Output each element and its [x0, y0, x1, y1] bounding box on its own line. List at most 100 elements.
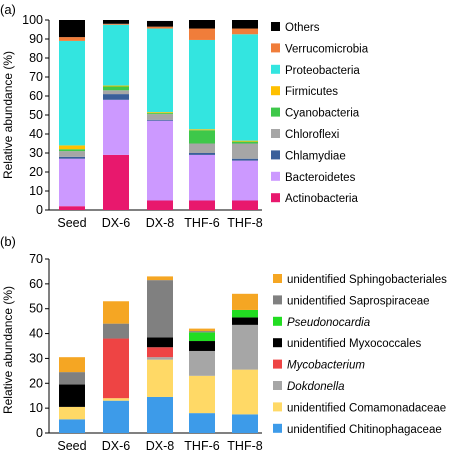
panel-a-category-label: DX-8: [146, 216, 175, 230]
panel-a-bar-segment: [232, 141, 258, 144]
panel-a-legend-label: Chlamydiae: [285, 150, 346, 162]
panel-b-category-label: DX-8: [146, 439, 175, 453]
panel-b-bar-segment: [232, 293, 258, 310]
panel-a-bar-segment: [59, 40, 85, 146]
panel-a-bar-segment: [59, 37, 85, 41]
panel-b-ytick-label: 70: [29, 252, 43, 266]
panel-a-legend-swatch: [271, 43, 280, 53]
panel-a-bar-segment: [59, 149, 85, 152]
panel-b-legend-label: unidentified Chitinophagaceae: [287, 424, 442, 436]
panel-a-ytick-label: 80: [29, 51, 43, 65]
panel-b-category-label: Seed: [57, 439, 86, 453]
panel-a-legend-swatch: [271, 22, 280, 31]
panel-a-bar-segment: [147, 120, 173, 201]
panel-b-bar-segment: [103, 398, 129, 401]
panel-a-legend-label: Cyanobacteria: [285, 108, 360, 120]
panel-a-legend-swatch: [271, 193, 280, 203]
panel-b-bar-segment: [147, 347, 173, 358]
panel-b-category-label: THF-6: [184, 439, 219, 453]
panel-a-legend-label: Others: [285, 22, 320, 34]
panel-a-legend-swatch: [271, 107, 280, 117]
panel-b-bar-segment: [232, 317, 258, 325]
panel-a-bar-segment: [189, 28, 215, 40]
panel-a-ytick-label: 10: [29, 184, 43, 198]
panel-a-bar-segment: [232, 200, 258, 210]
panel-a-bar-segment: [147, 26, 173, 29]
panel-a-bar-segment: [189, 39, 215, 130]
panel-a-ytick-label: 90: [29, 32, 43, 46]
panel-a-bar-segment: [189, 200, 215, 210]
panel-a-bar-segment: [103, 85, 129, 87]
panel-b-bar-segment: [103, 400, 129, 433]
panel-b-bar-segment: [232, 309, 258, 318]
panel-a-legend-label: Chloroflexi: [285, 129, 339, 141]
panel-a-ytick-label: 70: [29, 70, 43, 84]
panel-a-bar-segment: [189, 154, 215, 201]
panel-a-bar-segment: [147, 112, 173, 114]
panel-b-legend-label: unidentified Sphingobacteriales: [287, 274, 447, 286]
panel-a-bar-segment: [189, 130, 215, 144]
panel-b-bar-segment: [189, 413, 215, 433]
panel-b-category-label: DX-6: [102, 439, 131, 453]
panel-b-legend-swatch: [273, 381, 282, 390]
panel-a-bar-segment: [147, 20, 173, 27]
panel-b-bar-segment: [189, 328, 215, 332]
panel-b-bar-segment: [147, 280, 173, 338]
panel-b-bar-segment: [189, 331, 215, 333]
panel-a-bar-segment: [147, 119, 173, 121]
panel-b-legend-swatch: [273, 274, 282, 283]
panel-a-legend-swatch: [271, 171, 280, 181]
panel-a-ytick-label: 60: [29, 89, 43, 103]
panel-a-ytick-label: 50: [29, 108, 43, 122]
panel-a-category-label: DX-6: [102, 216, 131, 230]
panel-a-legend-swatch: [271, 150, 280, 160]
panel-b-bar-segment: [232, 369, 258, 415]
panel-b-ytick-label: 20: [29, 376, 43, 390]
panel-b-bar-segment: [103, 301, 129, 324]
panel-a-bar-segment: [147, 113, 173, 115]
panel-b-bar-segment: [189, 375, 215, 414]
panel-a-bar-segment: [103, 20, 129, 24]
panel-b-legend-label: unidentified Saprospiraceae: [287, 295, 430, 307]
panel-a-bar-segment: [103, 90, 129, 95]
panel-b-bar-segment: [147, 396, 173, 433]
panel-b-legend-swatch: [273, 359, 282, 369]
panel-b-ytick-label: 30: [29, 351, 43, 365]
panel-a-bar-segment: [189, 129, 215, 131]
panel-a-bar-segment: [232, 20, 258, 29]
panel-b-ytick-label: 10: [29, 401, 43, 415]
panel-b-legend-swatch: [273, 402, 282, 412]
panel-b-legend-swatch: [273, 423, 282, 433]
panel-a-category-label: Seed: [57, 216, 86, 230]
panel-b-legend-label: unidentified Myxococcales: [287, 338, 421, 350]
panel-a-bar-segment: [59, 145, 85, 150]
panel-a-bar-segment: [147, 114, 173, 120]
panel-a-bar-segment: [59, 156, 85, 159]
panel-b-bar-segment: [232, 324, 258, 370]
panel-a-legend-label: Proteobacteria: [285, 65, 360, 77]
panel-b-ytick-label: 50: [29, 302, 43, 316]
panel-a-ytick-label: 30: [29, 146, 43, 160]
panel-b-bar-segment: [103, 323, 129, 339]
panel-a-bar-segment: [232, 143, 258, 159]
panel-a-bar-segment: [147, 28, 173, 113]
panel-b-bar-segment: [59, 406, 85, 420]
panel-b-bar-segment: [59, 384, 85, 407]
panel-b-bar-segment: [189, 341, 215, 351]
panel-a-ytick-label: 20: [29, 165, 43, 179]
panel-b-legend-swatch: [273, 316, 282, 326]
panel-a: (a) Relative abundance (%) 0 10 20 30 40 50 60…: [0, 2, 369, 230]
panel-b-ytick-label: 40: [29, 327, 43, 341]
panel-a-bar-segment: [232, 160, 258, 201]
panel-a-bar-segment: [232, 28, 258, 35]
panel-a-bar-segment: [232, 140, 258, 142]
panel-a-ylabel: Relative abundance (%): [1, 51, 15, 179]
panel-b-bar-segment: [103, 338, 129, 399]
panel-a-legend-label: Actinobacteria: [285, 193, 358, 205]
panel-b-legend-label: unidentified Comamonadaceae: [287, 402, 446, 414]
panel-a-bar-segment: [59, 158, 85, 207]
panel-b-ylabel: Relative abundance (%): [1, 286, 15, 414]
panel-b: (b) Relative abundance (%) 0 10 20 30 40 50 60…: [0, 234, 447, 453]
panel-a-legend-swatch: [271, 86, 280, 96]
panel-a-category-label: THF-6: [184, 216, 219, 230]
